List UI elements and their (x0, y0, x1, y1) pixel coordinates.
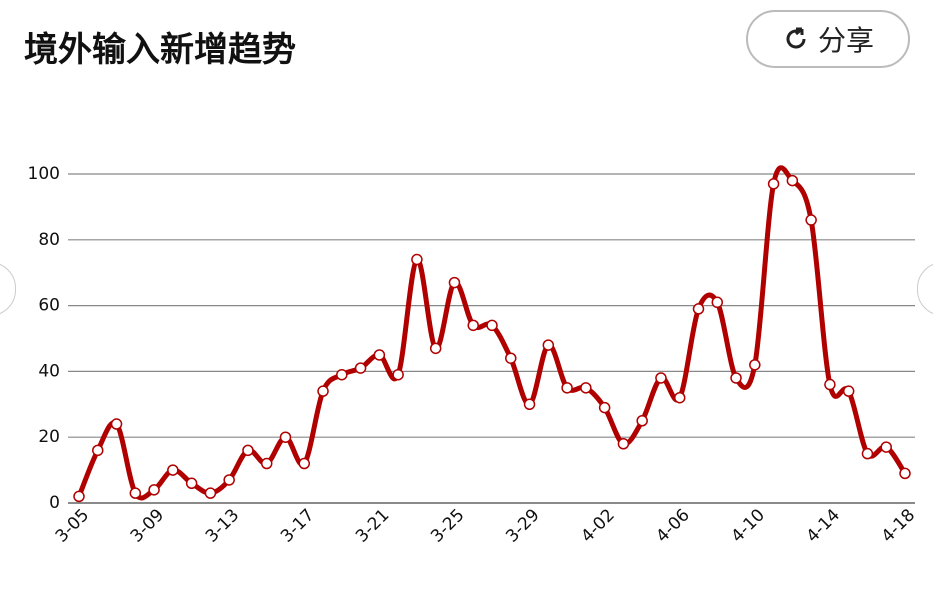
data-point (636, 415, 648, 427)
data-point (824, 378, 836, 391)
data-point (767, 178, 780, 190)
data-point (354, 362, 367, 374)
y-tick-label: 0 (49, 493, 60, 513)
x-tick-label: 3-29 (502, 505, 543, 546)
data-point (110, 418, 123, 430)
data-point (711, 296, 724, 309)
data-point (336, 368, 348, 381)
y-tick-label: 80 (38, 230, 60, 250)
data-point (730, 372, 742, 384)
y-tick-label: 100 (28, 164, 60, 184)
data-point (899, 467, 911, 480)
data-point (486, 319, 498, 332)
data-point (467, 319, 479, 332)
data-point (542, 339, 555, 351)
data-point (842, 385, 855, 397)
data-point (392, 368, 404, 381)
x-tick-label: 4-06 (652, 505, 693, 546)
share-icon (786, 27, 806, 49)
data-point (242, 444, 254, 457)
data-point (298, 457, 311, 470)
data-point (505, 352, 517, 364)
data-point (692, 303, 705, 315)
data-point (580, 382, 592, 394)
data-point (204, 487, 217, 499)
data-point (655, 372, 667, 384)
data-point (561, 382, 573, 394)
x-tick-label: 3-25 (427, 505, 468, 546)
data-point (617, 438, 630, 450)
data-point (279, 431, 292, 443)
x-tick-label: 3-21 (352, 505, 393, 546)
data-point (260, 457, 273, 470)
data-point (373, 349, 386, 361)
x-tick-label: 4-18 (878, 505, 919, 546)
y-tick-label: 20 (38, 427, 60, 447)
trend-line (76, 165, 908, 501)
data-point (598, 401, 611, 414)
x-tick-label: 4-02 (577, 505, 618, 546)
data-point (92, 444, 104, 457)
share-button[interactable]: 分享 (746, 10, 910, 68)
data-point (805, 214, 817, 226)
data-point (317, 385, 329, 397)
data-point (861, 447, 874, 460)
data-point (185, 477, 198, 490)
data-point (749, 359, 761, 371)
data-point (167, 464, 179, 476)
data-point (129, 487, 142, 499)
title: 境外输入新增趋势 (24, 30, 296, 70)
x-tick-label: 3-09 (127, 505, 168, 546)
data-point (880, 441, 892, 453)
data-point (448, 276, 461, 289)
data-point (786, 174, 799, 187)
x-tick-label: 3-13 (202, 505, 243, 546)
data-point (523, 398, 536, 411)
data-point (223, 474, 235, 486)
data-point (429, 342, 442, 355)
data-point (673, 391, 686, 404)
data-point (73, 490, 85, 503)
y-tick-label: 60 (38, 296, 60, 316)
x-tick-label: 4-10 (728, 505, 769, 546)
x-tick-label: 4-14 (803, 505, 844, 546)
data-point (148, 484, 160, 496)
data-point (411, 253, 423, 266)
y-tick-label: 40 (38, 361, 60, 381)
x-tick-label: 3-17 (277, 505, 318, 546)
share-label: 分享 (817, 24, 874, 57)
